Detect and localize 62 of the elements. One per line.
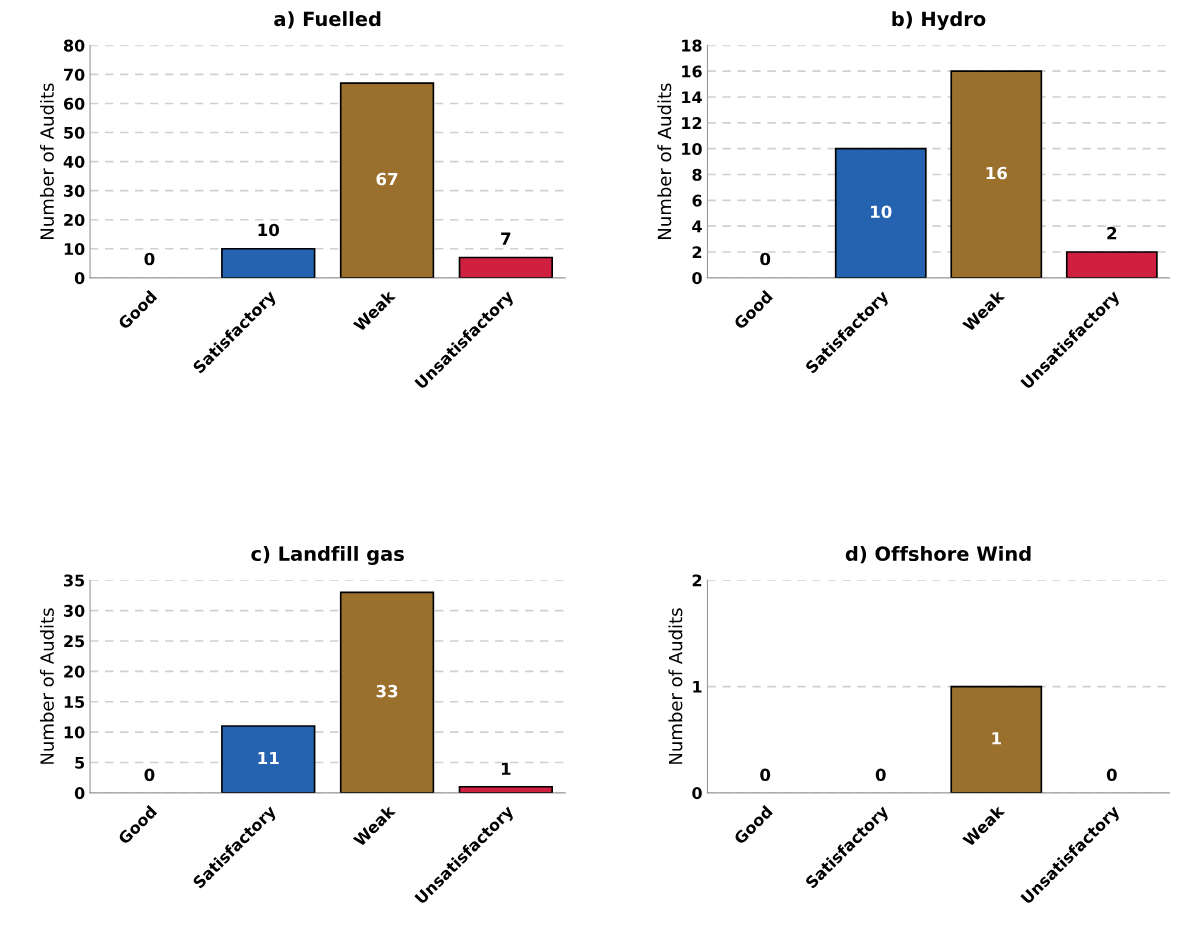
chart-title: c) Landfill gas	[251, 546, 404, 565]
data-label: 33	[376, 684, 398, 698]
data-label: 10	[871, 205, 892, 219]
data-label: 0	[1106, 768, 1117, 782]
y-tick-label: 1	[693, 680, 702, 693]
data-label: 10	[258, 223, 280, 237]
y-tick-label: 60	[63, 97, 85, 110]
data-label: 11	[258, 751, 279, 765]
y-tick-label: 10	[682, 142, 702, 155]
y-tick-label: 0	[692, 787, 702, 800]
y-tick-label: 10	[64, 726, 85, 739]
y-tick-label: 25	[64, 635, 85, 648]
data-label: 0	[760, 768, 771, 782]
data-label: 0	[144, 768, 155, 782]
y-axis-title: Number of Audits	[39, 83, 54, 239]
bar	[339, 82, 435, 278]
y-tick-label: 10	[64, 242, 85, 256]
y-tick-label: 35	[64, 574, 85, 587]
data-label: 0	[760, 252, 771, 266]
y-axis-title: Number of Audits	[657, 83, 672, 239]
y-tick-label: 70	[64, 68, 85, 81]
chart-title: b) Hydro	[892, 11, 986, 31]
y-tick-label: 16	[682, 65, 702, 78]
y-tick-label: 18	[682, 39, 702, 52]
chart-title: a) Fuelled	[274, 11, 381, 29]
y-tick-label: 0	[74, 272, 85, 285]
bar	[834, 147, 927, 278]
y-tick-label: 20	[64, 665, 85, 678]
y-tick-label: 15	[64, 696, 85, 709]
y-tick-label: 40	[63, 155, 85, 168]
data-label: 7	[501, 232, 511, 245]
y-tick-label: 0	[74, 787, 85, 800]
y-tick-label: 50	[64, 126, 85, 139]
bar	[339, 591, 435, 793]
bar	[221, 247, 316, 278]
y-tick-label: 14	[682, 91, 702, 104]
y-tick-label: 8	[692, 168, 702, 181]
bar	[1065, 251, 1158, 278]
y-tick-label: 80	[63, 39, 85, 52]
y-tick-label: 2	[692, 246, 702, 259]
bar	[221, 725, 316, 793]
bar	[458, 256, 554, 278]
y-tick-label: 2	[692, 574, 702, 587]
data-label: 0	[875, 768, 886, 782]
y-axis-title: Number of Audits	[668, 608, 683, 764]
y-tick-label: 4	[692, 220, 702, 233]
y-tick-label: 5	[75, 756, 85, 769]
data-label: 67	[376, 172, 398, 186]
data-label: 0	[144, 252, 155, 266]
data-label: 16	[986, 166, 1007, 180]
data-label: 1	[501, 762, 511, 775]
chart-title: d) Offshore Wind	[845, 546, 1031, 564]
y-tick-label: 30	[64, 604, 85, 617]
bar	[950, 70, 1043, 278]
y-tick-label: 12	[682, 117, 702, 129]
data-label: 1	[992, 732, 1001, 745]
y-tick-label: 30	[64, 184, 85, 197]
data-label: 2	[1107, 226, 1117, 240]
y-axis-title: Number of Audits	[39, 608, 54, 764]
y-tick-label: 20	[64, 213, 85, 227]
y-tick-label: 0	[692, 272, 702, 285]
y-tick-label: 6	[692, 194, 702, 207]
